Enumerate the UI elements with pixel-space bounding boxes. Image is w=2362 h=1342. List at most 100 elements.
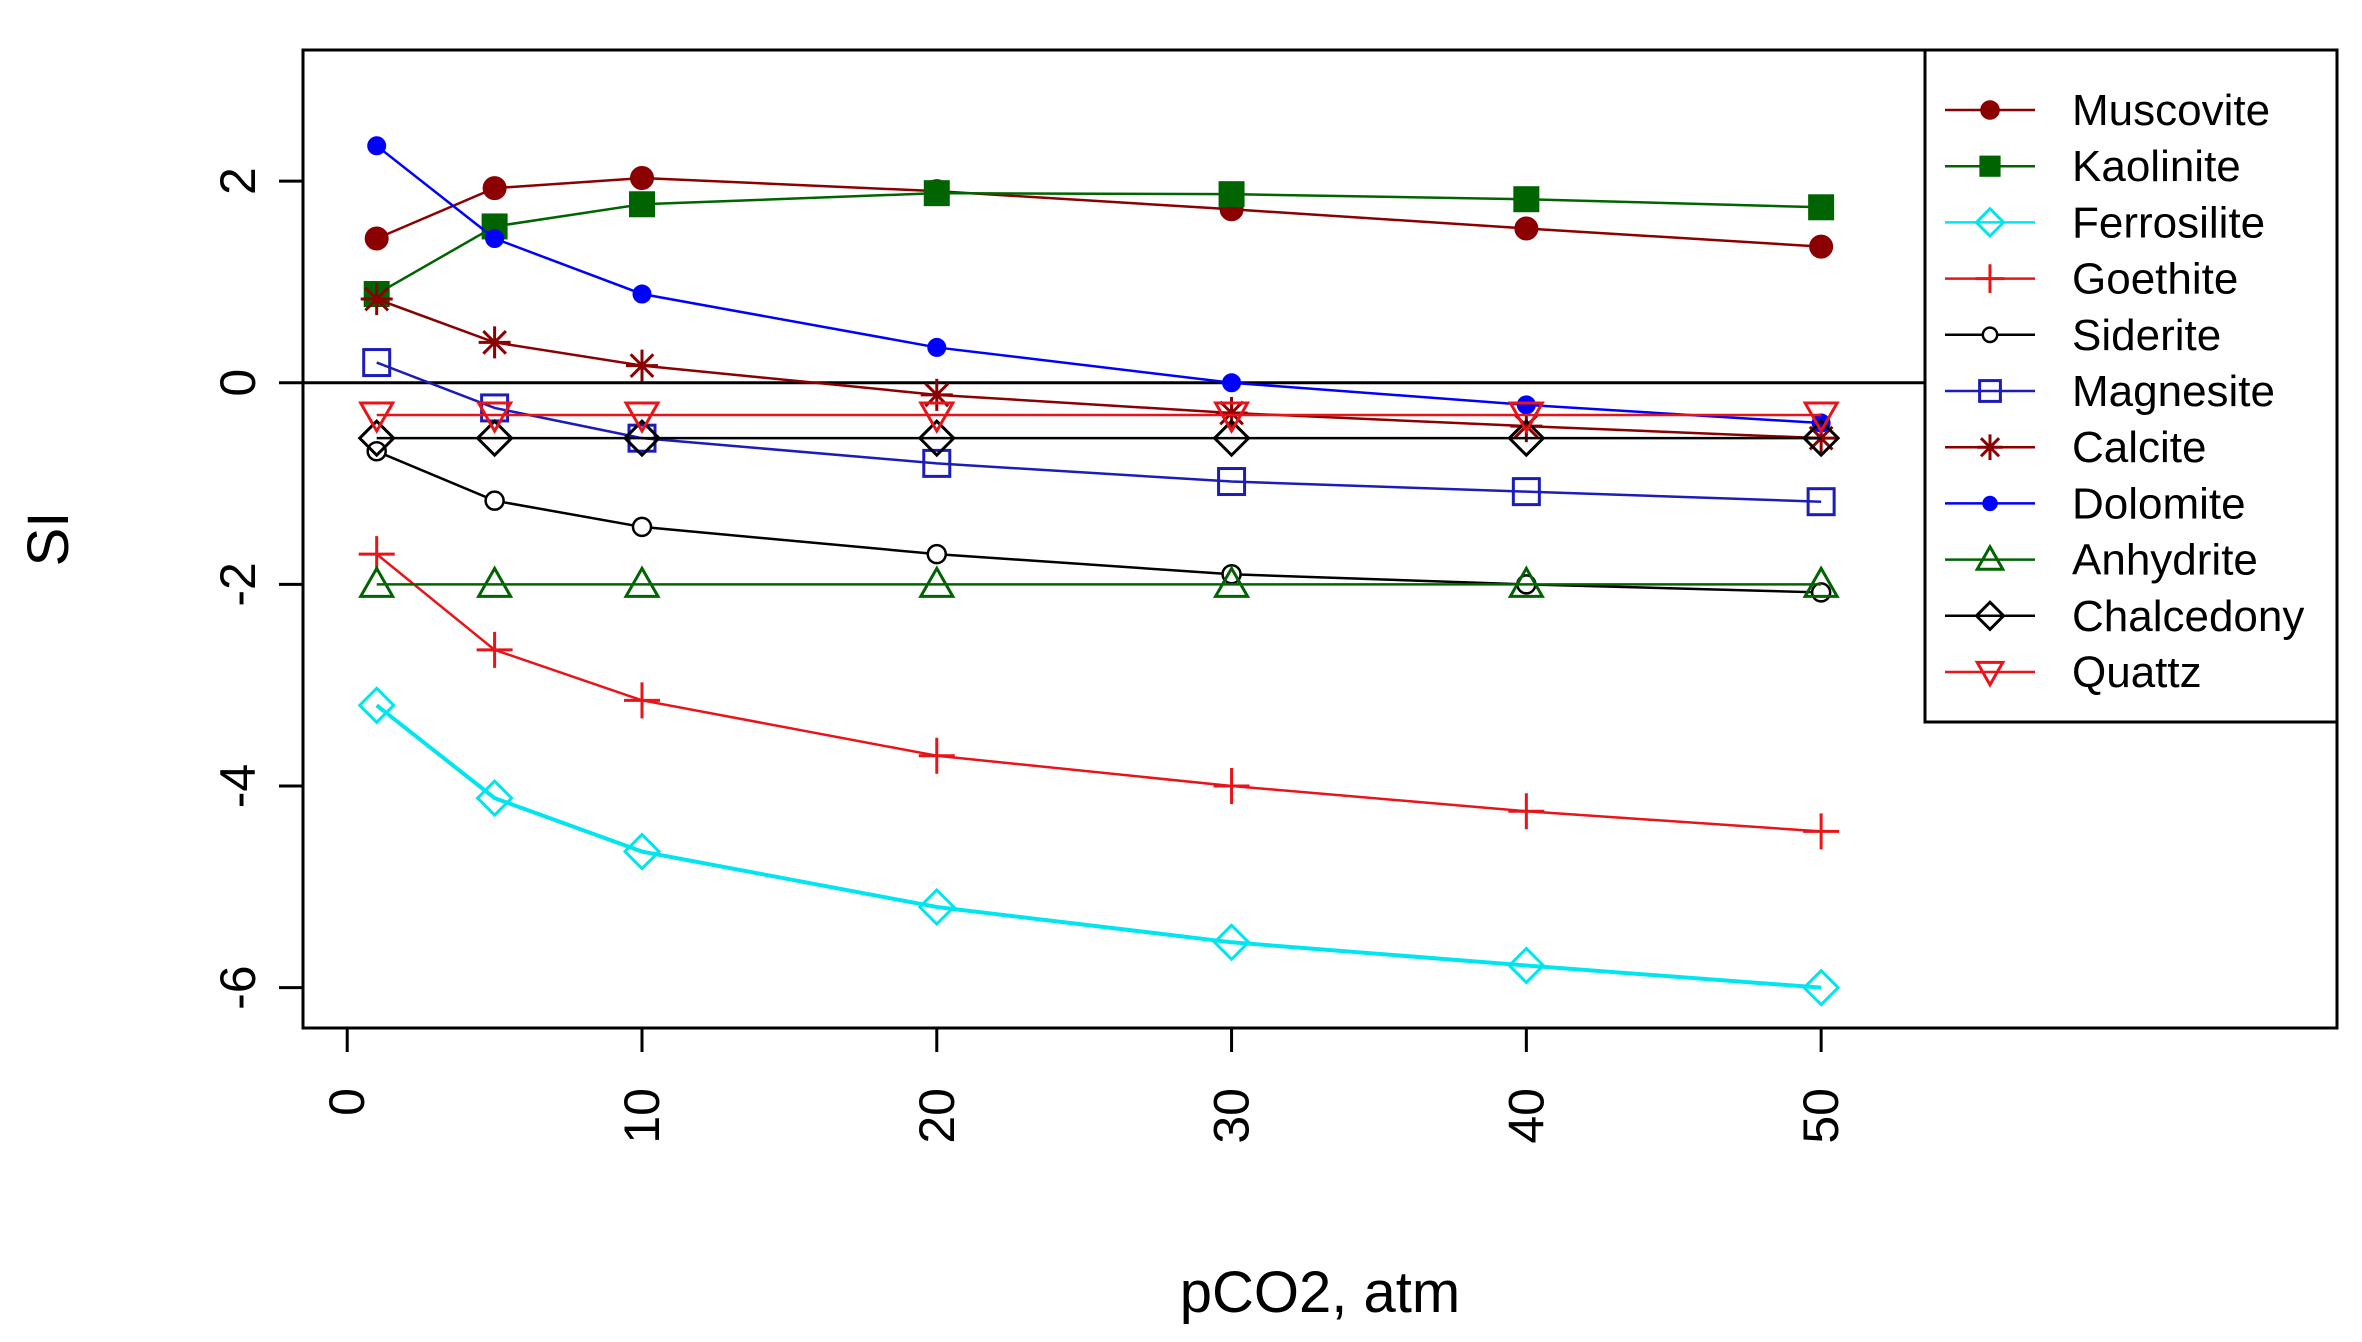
legend-item-kaolinite: Kaolinite xyxy=(1945,142,2241,191)
x-axis: 0 10 20 30 40 50 xyxy=(319,1026,1849,1144)
data-point-kaolinite xyxy=(1513,186,1540,213)
legend-label: Muscovite xyxy=(2072,86,2270,135)
data-point-quattz xyxy=(1802,401,1840,435)
data-point-chalcedony xyxy=(1212,419,1251,458)
x-axis-title: pCO2, atm xyxy=(1180,1260,1460,1325)
data-point-anhydrite xyxy=(1802,565,1840,598)
data-point-siderite xyxy=(1810,582,1832,603)
series-dolomite xyxy=(367,136,1831,433)
data-point-ferrosilite xyxy=(1802,968,1841,1007)
data-point-chalcedony xyxy=(1802,419,1841,458)
data-point-dolomite xyxy=(1516,395,1536,415)
legend-item-calcite: Calcite xyxy=(1945,423,2207,472)
data-point-magnesite xyxy=(1511,477,1541,507)
data-point-quattz xyxy=(1507,401,1545,435)
series-line-magnesite xyxy=(376,361,1822,503)
data-point-magnesite xyxy=(1217,467,1247,497)
data-point-magnesite xyxy=(1806,487,1836,517)
x-tick-label: 10 xyxy=(614,1088,670,1144)
data-point-ferrosilite xyxy=(1212,923,1251,962)
legend-marker xyxy=(1974,543,2006,571)
data-point-calcite xyxy=(920,378,953,411)
x-tick-label: 30 xyxy=(1204,1088,1260,1144)
series-siderite xyxy=(366,441,1832,603)
data-point-quattz xyxy=(918,401,956,435)
legend-marker xyxy=(1974,600,2006,632)
legend-label: Kaolinite xyxy=(2072,142,2241,191)
legend-marker xyxy=(1982,495,1998,512)
legend-marker xyxy=(1980,100,2000,120)
data-point-dolomite xyxy=(485,229,505,249)
data-point-siderite xyxy=(631,516,653,538)
data-point-calcite xyxy=(1215,396,1248,429)
legend-label: Goethite xyxy=(2072,255,2238,304)
data-point-anhydrite xyxy=(1212,565,1251,598)
legend: Muscovite Kaolinite Ferrosilite Goethite Sid… xyxy=(1923,48,2339,724)
x-tick-label: 40 xyxy=(1498,1088,1554,1144)
data-point-chalcedony xyxy=(917,419,956,458)
legend-label: Chalcedony xyxy=(2072,592,2304,641)
data-point-goethite xyxy=(624,682,660,719)
y-axis-title: SI xyxy=(16,512,81,567)
data-point-siderite xyxy=(366,441,387,462)
legend-marker xyxy=(1974,206,2006,239)
data-point-quattz xyxy=(476,401,514,435)
data-point-dolomite xyxy=(367,136,387,156)
legend-item-anhydrite: Anhydrite xyxy=(1945,536,2258,585)
legend-label: Calcite xyxy=(2072,423,2207,472)
legend-marker xyxy=(1977,434,2003,460)
series-quattz xyxy=(358,401,1840,435)
data-point-chalcedony xyxy=(357,419,396,458)
data-point-chalcedony xyxy=(475,419,514,458)
data-point-muscovite xyxy=(630,166,654,191)
series-line-calcite xyxy=(376,297,1822,440)
legend-marker xyxy=(1975,264,2005,293)
data-point-calcite xyxy=(478,326,511,359)
legend-item-ferrosilite: Ferrosilite xyxy=(1945,198,2265,247)
data-point-goethite xyxy=(918,737,955,774)
data-point-siderite xyxy=(484,490,505,511)
legend-marker xyxy=(1981,326,1999,344)
data-point-kaolinite xyxy=(629,191,655,218)
data-point-goethite xyxy=(476,631,513,668)
data-point-magnesite xyxy=(922,448,952,478)
series-calcite xyxy=(360,283,1838,455)
legend-label: Siderite xyxy=(2072,311,2221,360)
series-line-kaolinite xyxy=(376,191,1822,296)
legend-item-muscovite: Muscovite xyxy=(1945,86,2270,135)
data-point-ferrosilite xyxy=(475,778,514,818)
data-point-muscovite xyxy=(1514,216,1539,241)
data-point-ferrosilite xyxy=(1507,946,1546,985)
series-layer xyxy=(357,136,1841,1007)
series-line-ferrosilite xyxy=(375,703,1822,990)
data-point-anhydrite xyxy=(358,565,396,598)
x-tick-label: 0 xyxy=(319,1088,375,1116)
data-point-dolomite xyxy=(1222,373,1242,393)
data-point-calcite xyxy=(1510,410,1543,443)
legend-item-chalcedony: Chalcedony xyxy=(1945,592,2304,641)
data-point-kaolinite xyxy=(1808,194,1835,221)
data-point-muscovite xyxy=(364,226,389,251)
legend-item-quattz: Quattz xyxy=(1945,648,2202,697)
legend-label: Ferrosilite xyxy=(2072,198,2265,247)
data-point-calcite xyxy=(360,283,393,316)
data-point-ferrosilite xyxy=(917,887,956,927)
series-ferrosilite xyxy=(357,686,1841,1007)
data-point-ferrosilite xyxy=(622,832,662,871)
data-point-kaolinite xyxy=(923,180,950,207)
x-tick-label: 50 xyxy=(1793,1088,1849,1144)
data-point-muscovite xyxy=(482,176,507,201)
data-point-goethite xyxy=(1508,793,1545,830)
y-tick-label: -4 xyxy=(210,764,266,808)
data-point-kaolinite xyxy=(1218,181,1245,208)
series-anhydrite xyxy=(358,565,1840,598)
data-point-quattz xyxy=(623,401,661,435)
data-point-anhydrite xyxy=(623,565,661,598)
data-point-calcite xyxy=(626,349,658,382)
y-axis: -6 -4 -2 0 2 xyxy=(210,167,305,1010)
series-magnesite xyxy=(362,348,1836,517)
legend-item-siderite: Siderite xyxy=(1945,311,2221,360)
y-tick-label: 0 xyxy=(210,369,266,397)
legend-marker xyxy=(1974,660,2006,688)
legend-label: Anhydrite xyxy=(2072,536,2258,585)
